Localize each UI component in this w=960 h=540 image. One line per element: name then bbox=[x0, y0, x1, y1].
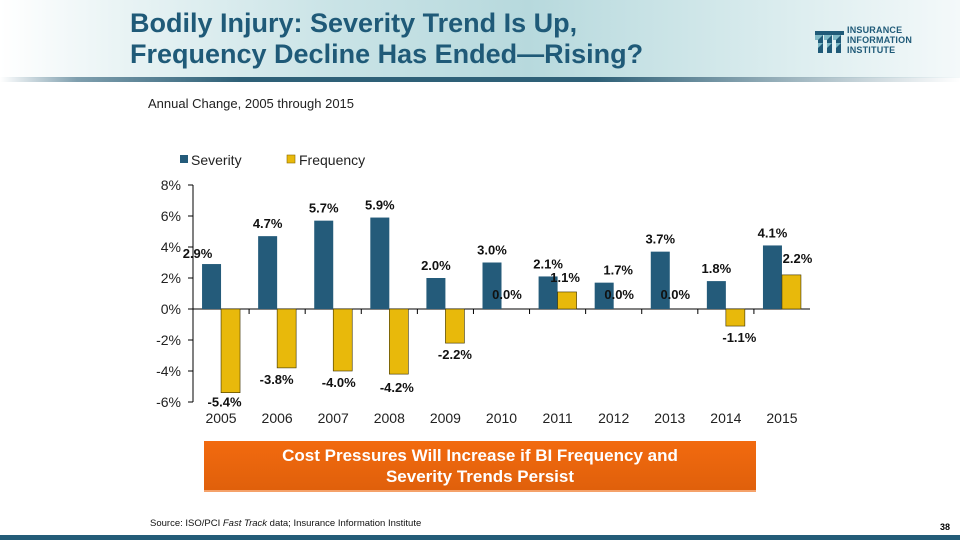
data-label-frequency-2005: -5.4% bbox=[208, 395, 242, 410]
logo-line-2: INFORMATION bbox=[847, 35, 913, 45]
bar-frequency-2005 bbox=[220, 308, 241, 393]
bar-severity-2008 bbox=[370, 217, 390, 309]
title-line-1: Bodily Injury: Severity Trend Is Up, bbox=[130, 8, 578, 38]
data-label-severity-2012: 1.7% bbox=[603, 263, 633, 278]
data-label-frequency-2009: -2.2% bbox=[438, 347, 472, 362]
bar-severity-2012 bbox=[594, 282, 614, 309]
callout-line-2: Severity Trends Persist bbox=[385, 467, 575, 486]
x-tick-label: 2015 bbox=[766, 410, 797, 426]
bar-severity-2007 bbox=[314, 220, 334, 309]
data-label-frequency-2010: 0.0% bbox=[492, 287, 522, 302]
x-tick-label: 2006 bbox=[262, 410, 293, 426]
x-tick-label: 2007 bbox=[318, 410, 349, 426]
logo-line-3: INSTITUTE bbox=[847, 45, 896, 55]
chart-data-labels: 2.9% -5.4% 4.7% -3.8% 5.7% -4.0% 5.9% -4.2% 2.0%… bbox=[183, 198, 813, 410]
page-number: 38 bbox=[940, 522, 951, 532]
legend-swatch-frequency bbox=[286, 154, 296, 164]
bar-severity-2006 bbox=[258, 236, 278, 309]
bar-frequency-2011 bbox=[557, 291, 577, 310]
legend-label-frequency: Frequency bbox=[299, 152, 365, 168]
data-label-severity-2011: 2.1% bbox=[533, 256, 563, 271]
data-label-frequency-2014: -1.1% bbox=[722, 330, 756, 345]
y-tick-label: 6% bbox=[161, 208, 181, 224]
source-italic: Fast Track bbox=[222, 518, 268, 529]
title-line-2: Frequency Decline Has Ended—Rising? bbox=[130, 39, 644, 69]
x-tick-label: 2011 bbox=[543, 410, 573, 426]
data-label-frequency-2008: -4.2% bbox=[380, 380, 414, 395]
legend-swatch-severity bbox=[180, 155, 188, 163]
callout-line-1: Cost Pressures Will Increase if BI Frequ… bbox=[282, 446, 678, 465]
y-tick-label: -6% bbox=[156, 394, 181, 410]
header-banner bbox=[0, 0, 960, 78]
x-tick-label: 2010 bbox=[486, 410, 517, 426]
bar-severity-2010 bbox=[482, 262, 502, 309]
bar-frequency-2015 bbox=[781, 274, 802, 310]
data-label-severity-2015: 4.1% bbox=[758, 225, 788, 240]
bar-frequency-2009 bbox=[445, 308, 465, 344]
data-label-severity-2013: 3.7% bbox=[645, 232, 675, 247]
data-label-severity-2009: 2.0% bbox=[421, 258, 451, 273]
source-prefix: Source: ISO/PCI bbox=[150, 518, 223, 529]
data-label-severity-2008: 5.9% bbox=[365, 198, 395, 213]
data-label-frequency-2013: 0.0% bbox=[660, 287, 690, 302]
x-tick-label: 2008 bbox=[374, 410, 405, 426]
bar-severity-2011 bbox=[538, 276, 558, 309]
data-label-severity-2014: 1.8% bbox=[702, 261, 732, 276]
legend-label-severity: Severity bbox=[191, 152, 242, 168]
source-note: Source: ISO/PCI Fast Track data; Insuran… bbox=[150, 518, 421, 529]
x-tick-label: 2009 bbox=[430, 410, 461, 426]
bar-severity-2009 bbox=[426, 278, 446, 309]
slide-title: Bodily Injury: Severity Trend Is Up, Fre… bbox=[130, 8, 770, 70]
bar-severity-2015 bbox=[762, 245, 782, 309]
data-label-frequency-2007: -4.0% bbox=[322, 375, 356, 390]
y-tick-label: -2% bbox=[156, 332, 181, 348]
logo-text: INSURANCE INFORMATION INSTITUTE bbox=[847, 25, 912, 55]
data-label-severity-2010: 3.0% bbox=[477, 243, 507, 258]
data-label-severity-2006: 4.7% bbox=[253, 216, 283, 231]
bar-frequency-2014 bbox=[725, 308, 746, 327]
callout-banner: Cost Pressures Will Increase if BI Frequ… bbox=[204, 441, 756, 492]
y-tick-label: 0% bbox=[161, 301, 181, 317]
data-label-frequency-2011: 1.1% bbox=[550, 270, 580, 285]
y-tick-label: -4% bbox=[156, 363, 181, 379]
chart-subtitle: Annual Change, 2005 through 2015 bbox=[148, 96, 355, 111]
bar-frequency-2008 bbox=[389, 308, 409, 375]
bar-severity-2013 bbox=[650, 251, 670, 309]
bar-severity-2014 bbox=[706, 281, 726, 309]
data-label-severity-2007: 5.7% bbox=[309, 201, 339, 216]
iii-logo-icon bbox=[815, 31, 844, 53]
footer-bar bbox=[0, 535, 960, 540]
logo-line-1: INSURANCE bbox=[847, 25, 903, 35]
header-divider bbox=[0, 77, 960, 82]
chart-legend: Severity Frequency bbox=[180, 152, 365, 168]
x-tick-label: 2014 bbox=[710, 410, 741, 426]
iii-logo: INSURANCE INFORMATION INSTITUTE bbox=[815, 25, 950, 57]
bar-severity-2005 bbox=[202, 264, 222, 309]
y-tick-label: 8% bbox=[161, 177, 181, 193]
x-tick-label: 2013 bbox=[654, 410, 685, 426]
y-tick-label: 2% bbox=[161, 270, 181, 286]
data-label-frequency-2006: -3.8% bbox=[260, 372, 294, 387]
y-tick-label: 4% bbox=[161, 239, 181, 255]
data-label-severity-2005: 2.9% bbox=[183, 246, 213, 261]
data-label-frequency-2012: 0.0% bbox=[604, 287, 634, 302]
x-tick-label: 2005 bbox=[205, 410, 236, 426]
x-tick-label: 2012 bbox=[598, 410, 629, 426]
chart-bars bbox=[202, 217, 802, 393]
data-label-frequency-2015: 2.2% bbox=[783, 251, 813, 266]
source-suffix: data; Insurance Information Institute bbox=[267, 518, 422, 529]
bar-frequency-2007 bbox=[332, 308, 353, 372]
bar-frequency-2006 bbox=[276, 308, 297, 369]
